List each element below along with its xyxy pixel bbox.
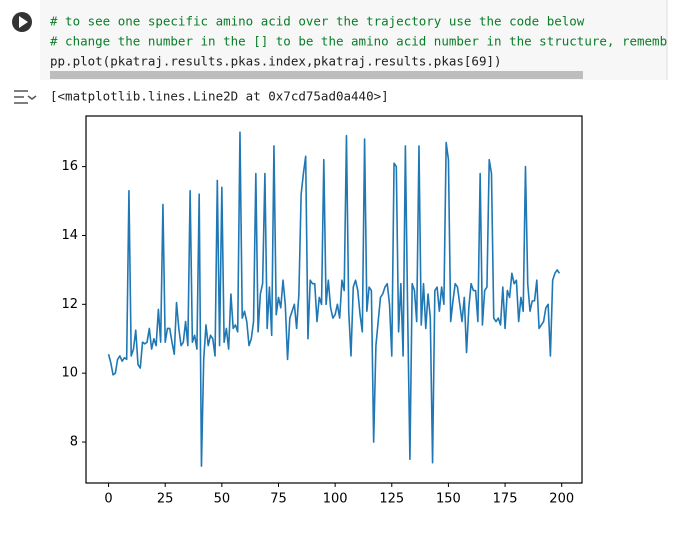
y-tick-label: 10 [61, 366, 78, 381]
x-tick-label: 50 [214, 492, 231, 507]
x-tick-label: 150 [436, 492, 461, 507]
output-text: [<matplotlib.lines.Line2D at 0x7cd75ad0a… [50, 89, 389, 104]
run-icon [19, 16, 28, 28]
code: # to see one specific amino acid over th… [50, 14, 675, 69]
plot-frame [85, 115, 583, 484]
x-tick-label: 175 [493, 492, 518, 507]
code-line: pp.plot(pkatraj.results.pkas.index,pkatr… [50, 54, 502, 69]
x-tick-label: 200 [549, 492, 574, 507]
scrollbar[interactable] [50, 71, 583, 79]
y-tick-label: 14 [61, 228, 78, 243]
code-line: # to see one specific amino acid over th… [50, 14, 585, 29]
output-icon[interactable] [14, 90, 37, 104]
chart: 0 25 50 75 100 125 150 175 200 8 10 12 14 16 [61, 115, 583, 507]
x-tick-label: 100 [323, 492, 348, 507]
x-tick-label: 0 [104, 492, 112, 507]
y-tick-label: 12 [61, 297, 78, 312]
x-tick-label: 125 [379, 492, 404, 507]
data-line [107, 131, 561, 467]
code-cell [40, 0, 667, 80]
x-tick-label: 25 [157, 492, 174, 507]
code-line: # change the number in the [] to be the … [50, 34, 675, 49]
y-tick-label: 8 [70, 435, 78, 450]
x-tick-label: 75 [270, 492, 287, 507]
y-tick-label: 16 [61, 159, 78, 174]
